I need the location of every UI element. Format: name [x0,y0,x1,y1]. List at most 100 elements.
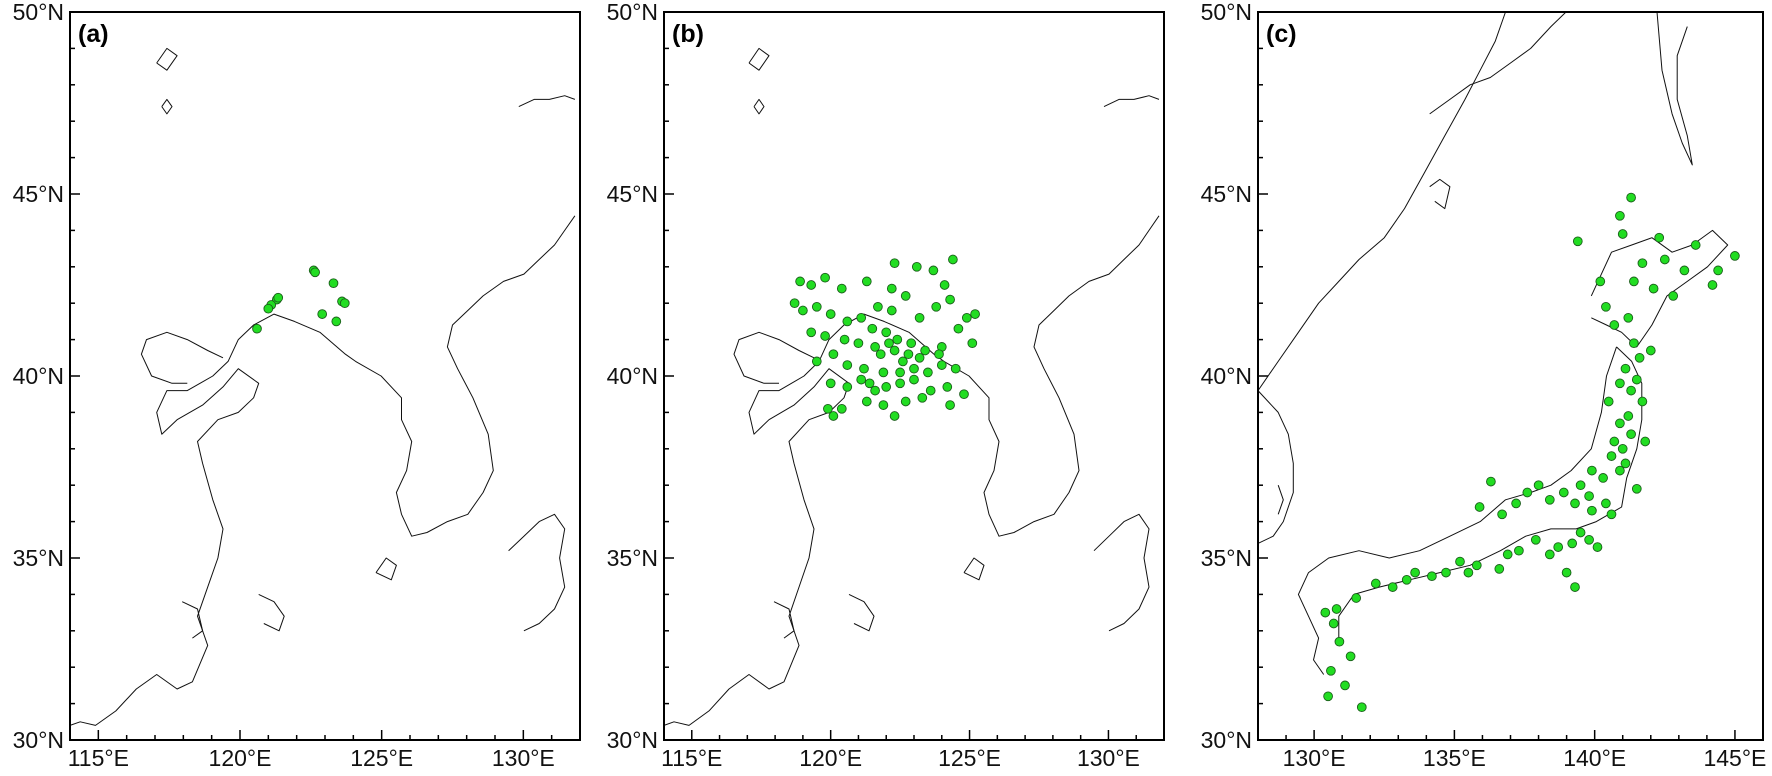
map-panel-2: 115°E 120°E 125°E 130°E 30°N 35°N 40°N 45°N 50°N… [607,0,1165,771]
station-marker [914,352,925,363]
station-marker [1626,429,1636,440]
coastline-7 [161,98,173,115]
station-marker [914,312,925,323]
y-tick-label: 40°N [13,363,64,389]
station-marker [1713,265,1723,276]
x-tick-label: 140°E [1563,745,1626,771]
coastline-7 [1338,346,1643,646]
station-marker [842,360,853,370]
station-marker [1629,276,1639,287]
station-marker [839,334,850,345]
station-marker [1645,345,1656,356]
coastline-6 [748,47,770,71]
station-marker [836,283,847,294]
station-markers [252,265,350,334]
station-marker [1629,338,1639,349]
coastline-3 [963,557,985,581]
station-marker [811,356,822,367]
station-marker [889,411,900,421]
station-marker [928,265,939,276]
station-marker [798,305,808,316]
station-marker [1659,254,1670,265]
station-marker [889,345,900,356]
coastline-8 [848,593,875,632]
coastline-6 [156,47,178,71]
station-marker [252,323,262,334]
station-marker [920,345,930,356]
y-tick-label: 30°N [13,727,64,753]
station-marker [1561,567,1572,578]
station-marker [1615,418,1625,429]
station-marker [1640,436,1651,447]
coastline-4 [1656,11,1693,166]
station-marker [1631,374,1642,385]
station-marker [875,349,886,360]
coastline-1 [1257,390,1294,544]
station-marker [945,294,955,305]
station-marker [1603,396,1614,407]
station-marker [1351,593,1362,603]
coastline-7 [753,98,765,115]
station-marker [1634,352,1645,363]
station-marker [864,378,875,389]
station-marker [1328,618,1339,629]
station-marker [1553,542,1564,552]
station-marker [1544,494,1555,505]
station-marker [931,301,942,312]
station-marker [892,334,903,345]
station-marker [1637,258,1648,269]
station-marker [911,261,922,272]
station-marker [1595,276,1606,287]
station-marker [861,276,872,287]
x-tick-label: 135°E [1423,745,1486,771]
station-marker [1615,465,1625,476]
station-marker [1730,251,1740,261]
station-marker [806,280,817,290]
station-marker [939,280,950,290]
coastline-4 [508,513,566,632]
station-marker [263,303,274,314]
station-marker [811,301,822,312]
x-tick-label: 125°E [350,745,413,771]
station-marker [1567,538,1578,549]
station-marker [881,382,892,392]
station-marker [310,267,320,278]
station-marker [909,374,919,385]
station-marker [900,291,911,301]
station-marker [331,316,342,327]
station-marker [1592,542,1603,552]
station-marker [828,411,839,421]
station-marker [842,382,853,392]
station-marker [1598,473,1608,483]
station-marker [853,338,864,349]
coastline-5 [518,95,576,108]
x-tick-label: 120°E [209,745,272,771]
station-marker [970,309,980,319]
y-tick-label: 45°N [13,181,64,207]
station-marker [1514,545,1524,556]
station-marker [950,363,961,374]
station-marker [856,374,867,385]
station-marker [1606,509,1617,520]
station-marker [842,316,853,327]
x-tick-label: 115°E [661,745,722,771]
station-marker [1320,607,1331,618]
coastline-3 [375,557,397,581]
y-tick-label: 40°N [1201,363,1252,389]
coastline-9 [773,601,795,639]
station-marker [1623,411,1634,421]
y-tick-label: 35°N [1201,545,1252,571]
panel-label: (b) [672,20,704,48]
station-marker [1340,680,1350,691]
station-marker [867,323,878,334]
station-marker [878,400,889,410]
x-tick-label: 120°E [799,745,862,771]
y-tick-label: 30°N [607,727,658,753]
station-marker [870,342,880,352]
station-marker [1637,396,1648,407]
y-tick-label: 35°N [607,545,658,571]
station-marker [1679,265,1690,276]
station-marker [1575,480,1586,491]
station-marker [1620,458,1631,469]
station-marker [1401,574,1412,585]
